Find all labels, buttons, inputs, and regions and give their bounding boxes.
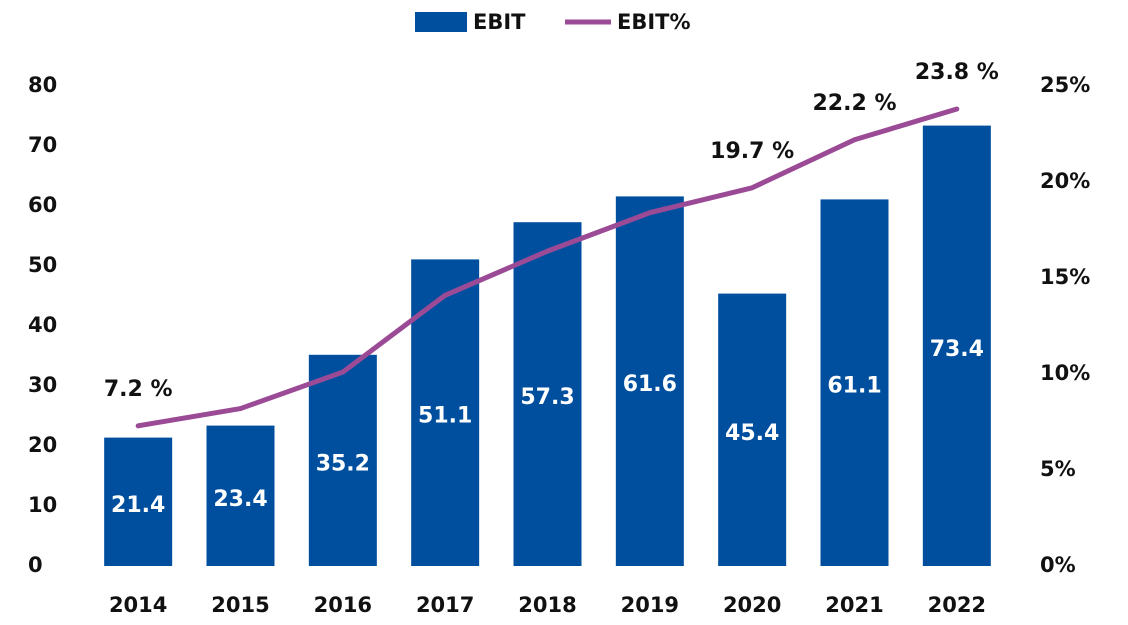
line-label: 7.2 % [104,377,173,402]
bar-label: 61.6 [623,372,677,397]
y2-tick-label: 10% [1040,361,1090,385]
y-tick-label: 50 [28,253,57,277]
bar [104,437,173,566]
y2-tick-label: 25% [1040,73,1090,97]
x-tick-label: 2021 [825,593,883,617]
x-tick-label: 2020 [723,593,781,617]
line-label: 22.2 % [813,91,897,116]
bar [513,222,582,566]
y-tick-label: 10 [28,493,57,517]
x-tick-label: 2018 [518,593,576,617]
legend-swatch [415,12,467,32]
x-tick-label: 2014 [109,593,167,617]
bar-label: 23.4 [213,487,267,512]
bar [615,196,684,566]
bar [922,125,991,566]
y-tick-label: 0 [28,553,43,577]
line-label: 23.8 % [915,60,999,85]
y-tick-label: 60 [28,193,57,217]
y2-tick-label: 15% [1040,265,1090,289]
line-label: 19.7 % [710,139,794,164]
legend-label: EBIT% [617,10,691,34]
y-tick-label: 20 [28,433,57,457]
line [135,106,960,429]
y-tick-label: 80 [28,73,57,97]
y2-tick-label: 0% [1040,553,1076,577]
bar-label: 21.4 [111,493,165,518]
bar-label: 57.3 [520,385,574,410]
bar-label: 51.1 [418,404,472,429]
y-tick-label: 30 [28,373,57,397]
x-tick-label: 2016 [314,593,372,617]
y2-tick-label: 20% [1040,169,1090,193]
bar [718,293,787,566]
y-tick-label: 40 [28,313,57,337]
y-tick-label: 70 [28,133,57,157]
x-tick-label: 2019 [621,593,679,617]
bar-label: 73.4 [930,337,984,362]
x-tick-label: 2015 [211,593,269,617]
x-tick-label: 2017 [416,593,474,617]
x-tick-label: 2022 [928,593,986,617]
bar-label: 61.1 [827,374,881,399]
bar [308,354,377,566]
bar [820,199,889,566]
legend-label: EBIT [473,10,526,34]
bar-label: 45.4 [725,421,779,446]
y2-tick-label: 5% [1040,457,1076,481]
bar-label: 35.2 [316,451,370,476]
bar [206,425,275,566]
